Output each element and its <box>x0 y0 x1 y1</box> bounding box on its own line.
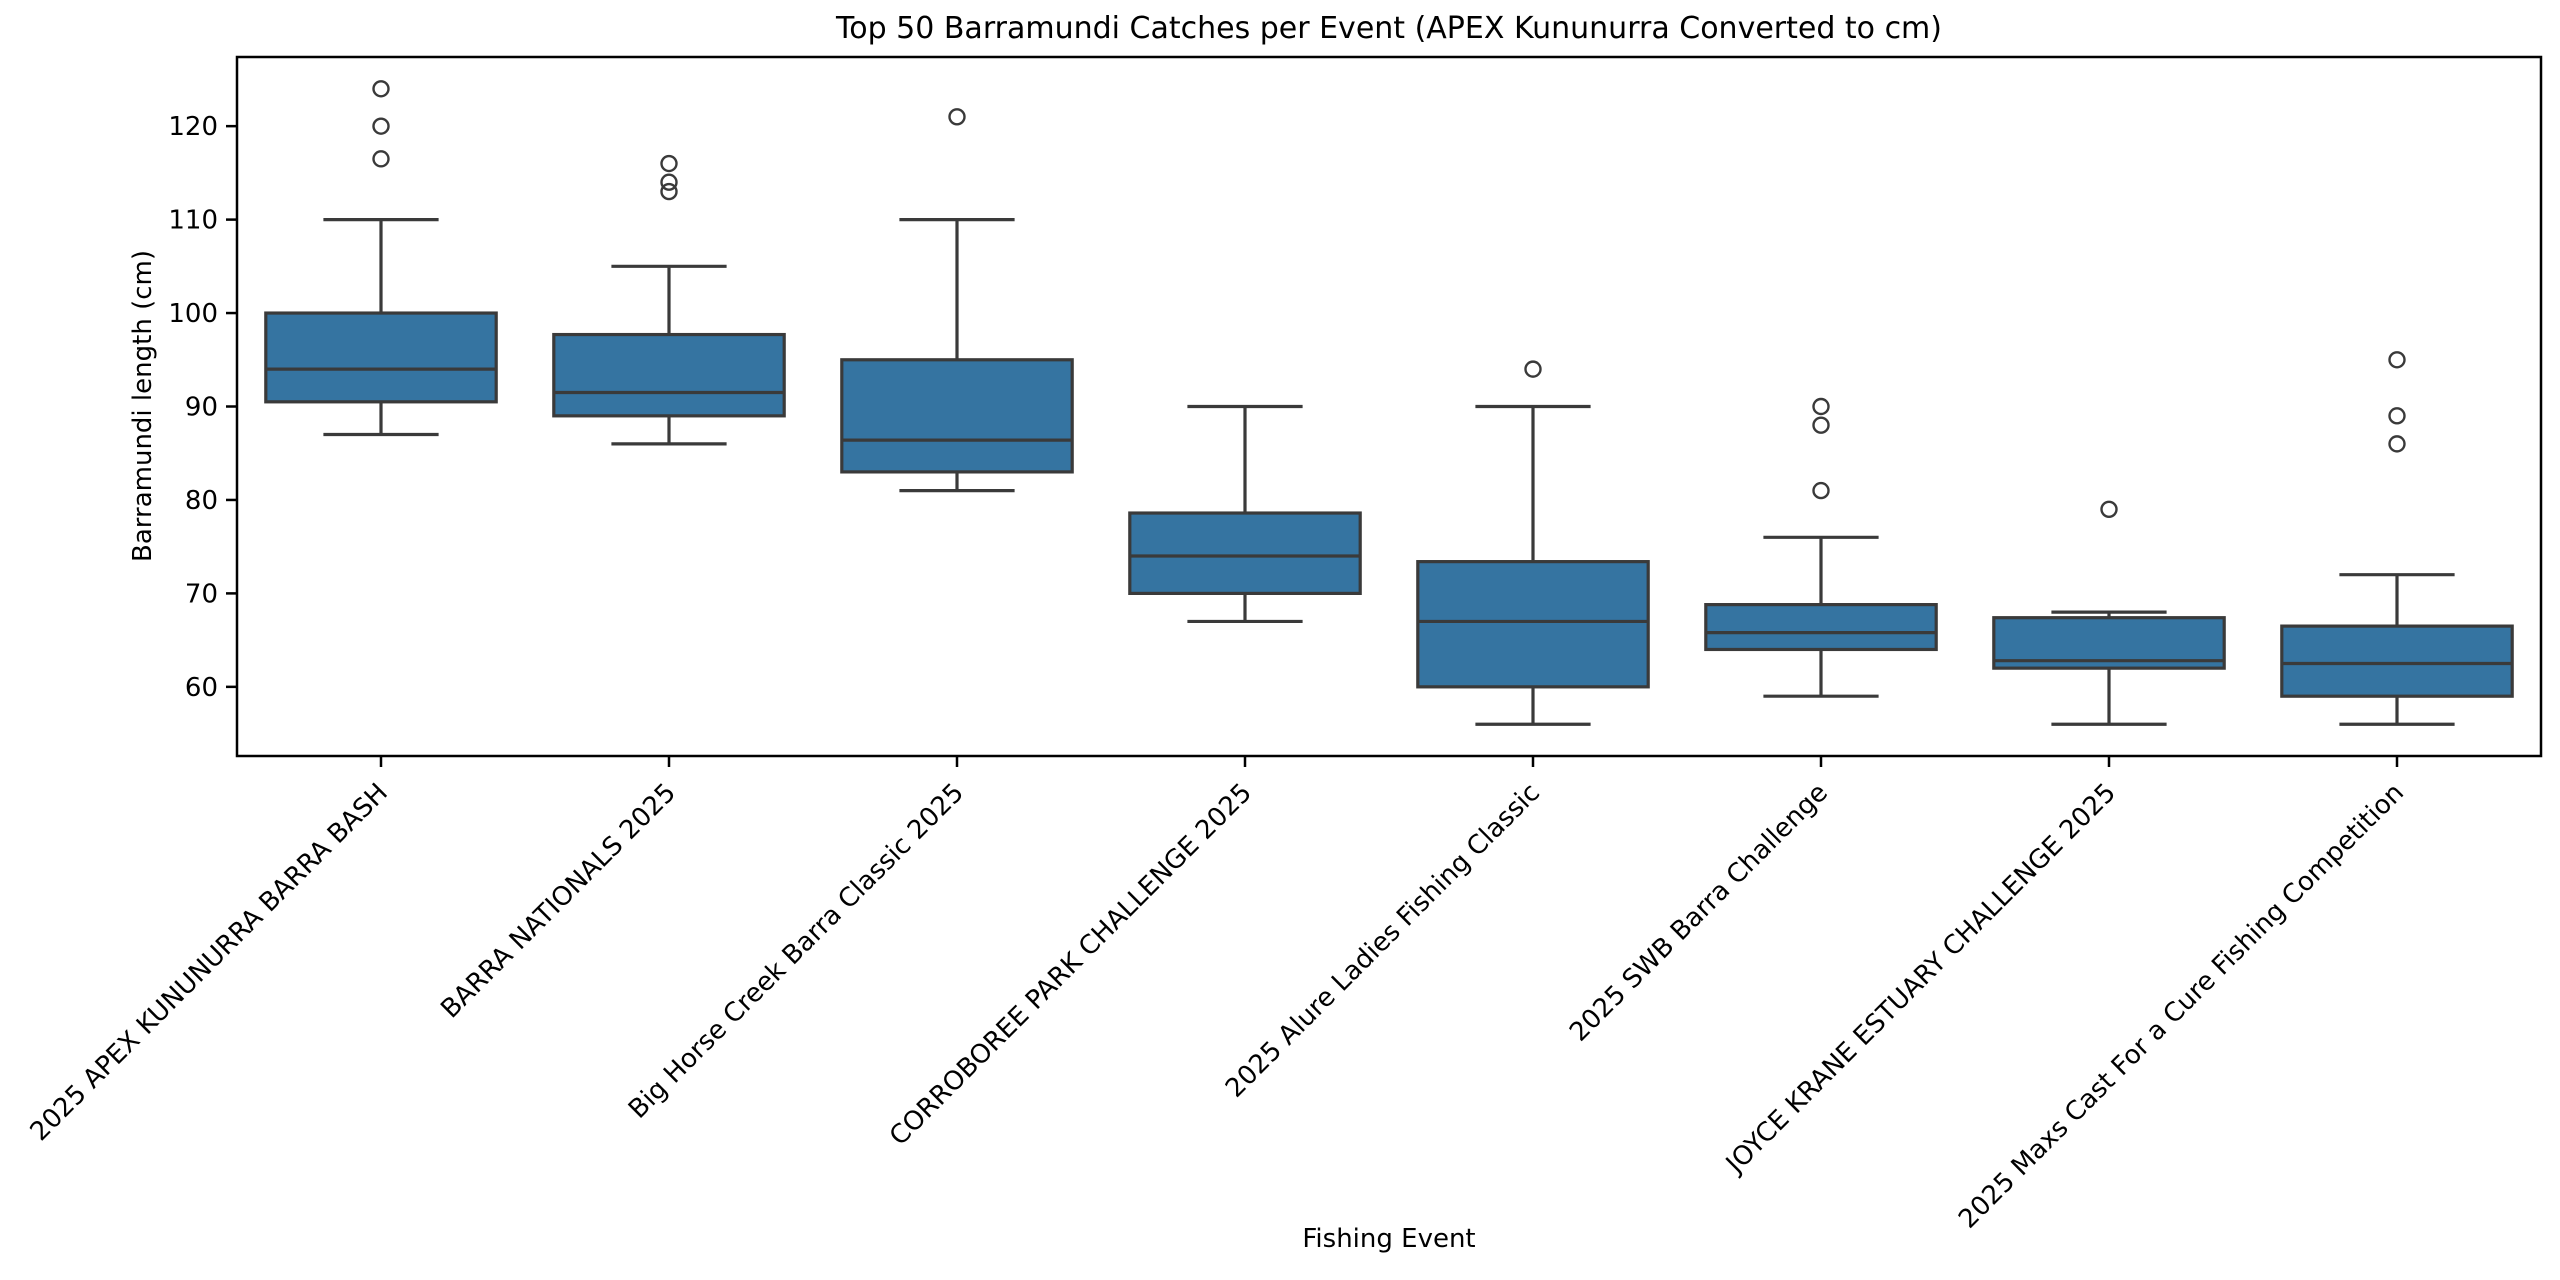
outlier-point <box>2388 351 2406 369</box>
outlier-point <box>1812 481 1830 500</box>
y-tick-label: 110 <box>168 206 218 236</box>
outlier-point <box>372 117 390 135</box>
x-tick-label: 2025 Maxs Cast For a Cure Fishing Compet… <box>1953 778 2410 1235</box>
box <box>1704 603 1938 652</box>
chart-title: Top 50 Barramundi Catches per Event (APE… <box>835 11 1942 46</box>
box <box>552 332 786 418</box>
outlier-point <box>1812 416 1830 434</box>
x-tick-label: 2025 APEX KUNUNURRA BARRA BASH <box>25 778 394 1147</box>
box <box>1128 511 1362 595</box>
x-tick-label: CORROBOREE PARK CHALLENGE 2025 <box>884 778 1258 1152</box>
box <box>2280 624 2514 698</box>
outlier-point <box>2100 500 2118 518</box>
outlier-point <box>372 80 390 98</box>
outlier-point <box>948 108 966 126</box>
outlier-point <box>660 173 678 191</box>
y-tick-label: 120 <box>168 112 218 142</box>
outlier-point <box>660 182 678 201</box>
x-tick-label: 2025 SWB Barra Challenge <box>1564 778 1834 1048</box>
x-tick-label: Big Horse Creek Barra Classic 2025 <box>623 778 970 1125</box>
x-tick-label: 2025 Alure Ladies Fishing Classic <box>1220 778 1546 1104</box>
outlier-point <box>372 150 390 168</box>
outlier-point <box>2388 407 2406 425</box>
y-tick-label: 60 <box>185 673 218 703</box>
y-tick-label: 100 <box>168 299 218 329</box>
box <box>264 311 498 404</box>
outlier-point <box>1812 397 1830 416</box>
outlier-point <box>1524 360 1542 378</box>
x-axis-title: Fishing Event <box>1302 1224 1476 1254</box>
outlier-point <box>2388 435 2406 453</box>
outlier-point <box>660 154 678 173</box>
x-tick-label: BARRA NATIONALS 2025 <box>435 778 682 1025</box>
y-tick-label: 70 <box>185 579 218 609</box>
y-tick-label: 80 <box>185 486 218 516</box>
box <box>840 358 1074 474</box>
box <box>1416 560 1650 689</box>
y-tick-label: 90 <box>185 393 218 423</box>
